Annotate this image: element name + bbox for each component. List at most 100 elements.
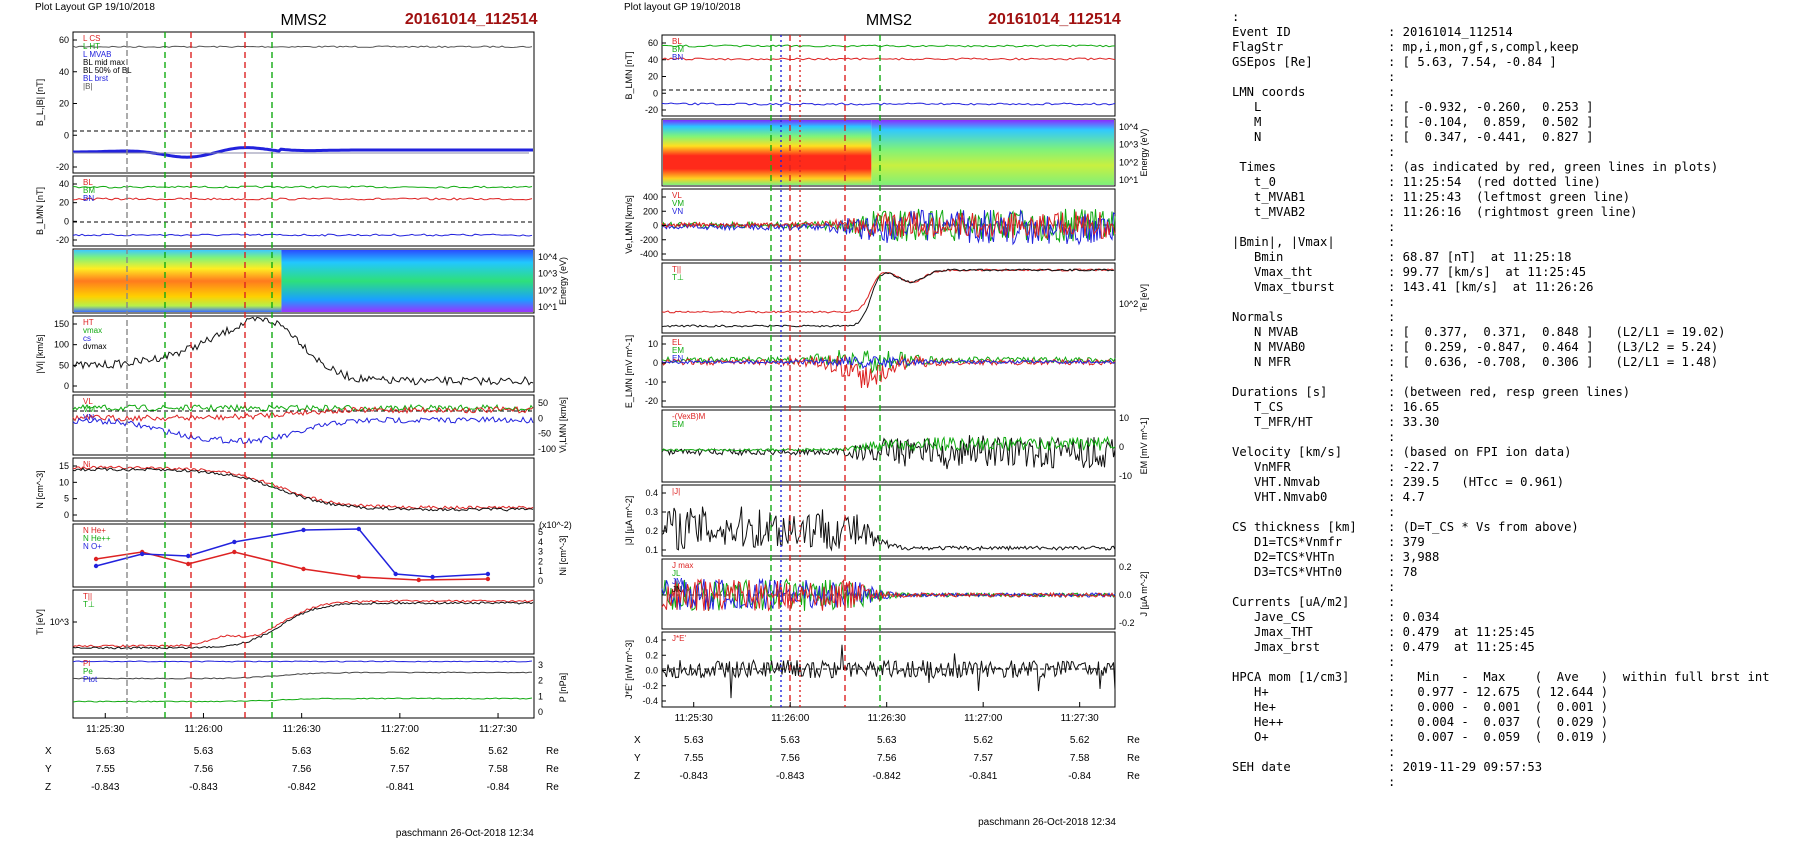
info-key: D1=TCS*Vnmfr: [1232, 535, 1343, 549]
info-line: FlagStr: mp,i,mon,gf,s,compl,keep: [1232, 40, 1797, 55]
pos-value: 5.62: [390, 746, 410, 757]
y-tick-label: 0.0: [645, 666, 658, 676]
y-tick-label-right: 5: [538, 527, 543, 537]
trace-el: [661, 350, 1116, 374]
info-key: LMN coords: [1232, 85, 1306, 99]
legend-entry: L CS: [83, 34, 101, 43]
trace-pi: [72, 671, 533, 680]
y-axis-label: Ti [eV]: [35, 609, 45, 635]
info-line: M: [ -0.104, 0.859, 0.502 ]: [1232, 115, 1797, 130]
info-line: D3=TCS*VHTn0: 78: [1232, 565, 1797, 580]
trace-bm: [72, 197, 533, 201]
info-value: :: [1388, 580, 1396, 594]
y-tick-label-right: 0.2: [1119, 562, 1132, 572]
legend-entry: Ptot: [83, 675, 98, 684]
legend-entry: BM: [672, 45, 684, 54]
info-line: T_CS: 16.65: [1232, 400, 1797, 415]
info-value: : 20161014_112514: [1388, 25, 1513, 39]
trace-vm: [72, 405, 534, 422]
info-line: L: [ -0.932, -0.260, 0.253 ]: [1232, 100, 1797, 115]
y-tick-label: 100: [54, 340, 69, 350]
legend-entry: HT: [83, 318, 94, 327]
y-axis-label: Ve,LMN [km/s]: [624, 195, 634, 254]
info-key: N MVAB0: [1232, 340, 1306, 354]
y-tick-label: 60: [648, 38, 658, 48]
panel-frame: [72, 656, 535, 719]
info-line: N MVAB: [ 0.377, 0.371, 0.848 ] (L2/L1 =…: [1232, 325, 1797, 340]
info-key: Jmax_brst: [1232, 640, 1321, 654]
data-point: [232, 539, 237, 545]
trace-te-perp: [661, 268, 1115, 328]
legend-entry: Pe: [83, 667, 93, 676]
y-tick-label-right: 3: [538, 660, 543, 670]
y-tick-label: -0.2: [642, 681, 658, 691]
info-key: VHT.Nmvab: [1232, 475, 1321, 489]
legend-entry: VM: [672, 199, 684, 208]
info-line: |Bmin|, |Vmax|:: [1232, 235, 1797, 250]
pos-unit: Re: [1127, 771, 1140, 782]
trace-bl: [72, 185, 533, 189]
pos-value: -0.843: [91, 782, 120, 793]
legend-entry: VL: [672, 191, 682, 200]
info-value: : 2019-11-29 09:57:53: [1388, 760, 1543, 774]
info-key: D3=TCS*VHTn0: [1232, 565, 1343, 579]
pos-value: 7.56: [780, 753, 800, 764]
y-axis-label-right: EM [mV m^-1]: [1139, 418, 1149, 475]
panel-frame: [661, 335, 1116, 408]
info-line: T_MFR/HT: 33.30: [1232, 415, 1797, 430]
y-tick-label: 20: [59, 99, 69, 109]
trace-jn: [661, 578, 1116, 612]
y-tick-label-right: 0: [538, 413, 543, 423]
y-tick-label: 50: [59, 360, 69, 370]
info-value: : 33.30: [1388, 415, 1440, 429]
y-tick-label-right: 3: [538, 547, 543, 557]
info-value: : 0.479 at 11:25:45: [1388, 640, 1535, 654]
trace-vexb: [661, 435, 1116, 470]
trace-te-par: [661, 268, 1115, 314]
pos-unit: Re: [1127, 735, 1140, 746]
pos-value: 7.58: [1070, 753, 1090, 764]
pos-row-label: Y: [634, 753, 641, 764]
info-key: :: [1232, 10, 1240, 24]
legend-entry: JL: [672, 569, 681, 578]
info-value: : 4.7: [1388, 490, 1425, 504]
trace-bm: [661, 57, 1116, 61]
info-value: : 239.5 (HTcc = 0.961): [1388, 475, 1565, 489]
info-key: T_CS: [1232, 400, 1284, 414]
info-line: :: [1232, 430, 1797, 445]
info-key: t_MVAB1: [1232, 190, 1306, 204]
y-tick-label: 0.2: [645, 650, 658, 660]
legend-entry: JN: [672, 585, 682, 594]
plot-footer: paschmann 26-Oct-2018 12:34: [396, 828, 534, 839]
panel-frame: [661, 484, 1116, 557]
info-value: : 0.000 - 0.001 ( 0.001 ): [1388, 700, 1609, 714]
pos-value: 5.63: [780, 735, 800, 746]
y-tick-label-right: 4: [538, 537, 543, 547]
data-point: [485, 576, 491, 582]
y-tick-label: -20: [56, 162, 69, 172]
info-key: SEH date: [1232, 760, 1291, 774]
info-key: Event ID: [1232, 25, 1291, 39]
info-line: :: [1232, 655, 1797, 670]
legend-entry: Pi: [83, 659, 90, 668]
pos-value: 5.63: [877, 735, 897, 746]
y-tick-label-right: 2: [538, 676, 543, 686]
legend-entry: EM: [672, 346, 684, 355]
y-tick-label: -0.4: [642, 696, 658, 706]
panel-frame: [72, 589, 535, 655]
y-axis-label-right: Ni [cm^-3]: [558, 535, 568, 575]
right-figure: Plot layout GP 19/10/2018 MMS2 20161014_11…: [624, 2, 1149, 828]
trace-t-par: [72, 599, 534, 648]
info-key: Jmax_THT: [1232, 625, 1313, 639]
info-value: : 0.479 at 11:25:45: [1388, 625, 1535, 639]
y-tick-label: 0: [64, 130, 69, 140]
y-tick-label: 200: [643, 206, 658, 216]
info-key: Normals: [1232, 310, 1284, 324]
info-value: :: [1388, 745, 1396, 759]
panel-frame: [661, 409, 1116, 483]
pos-value: 5.63: [96, 746, 116, 757]
legend-entry: N He+: [83, 526, 106, 535]
info-key: Jave_CS: [1232, 610, 1306, 624]
info-value: :: [1388, 145, 1396, 159]
